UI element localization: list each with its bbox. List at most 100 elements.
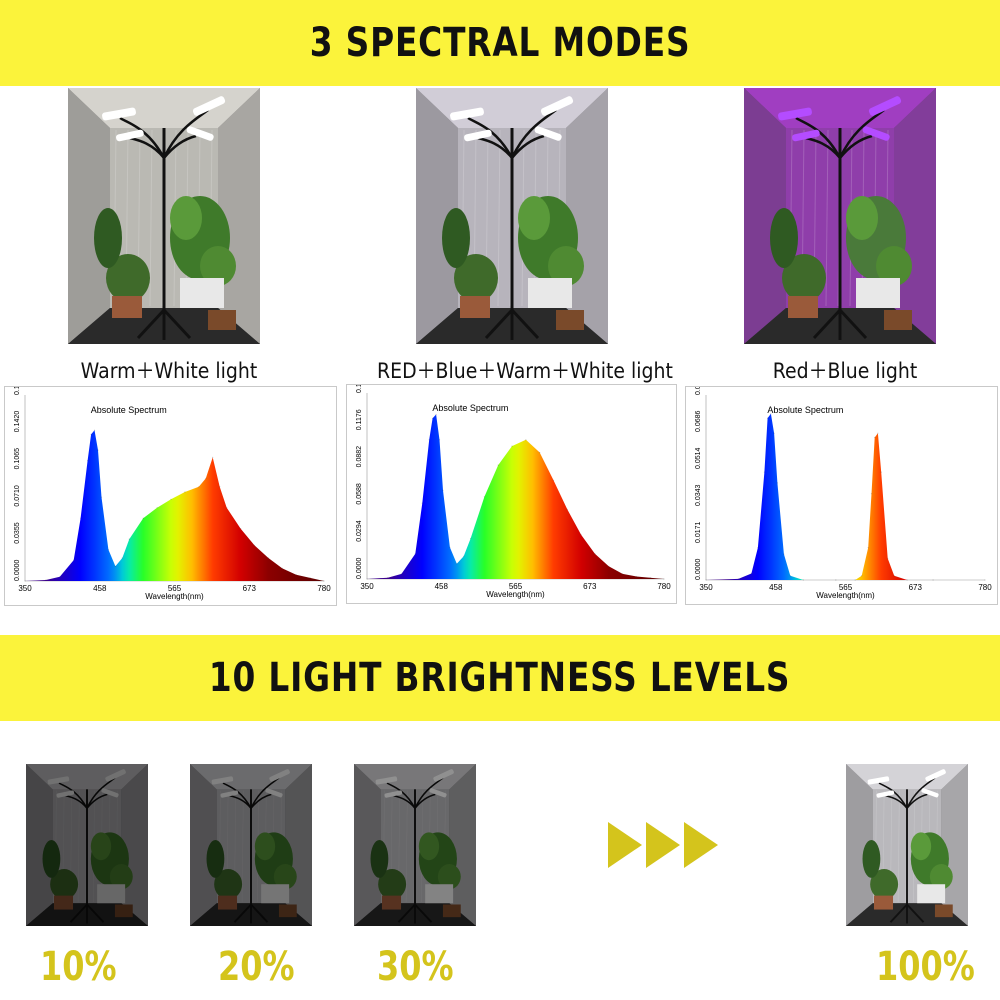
data-point xyxy=(874,436,876,439)
x-tick-label: 458 xyxy=(435,582,449,591)
data-point xyxy=(24,580,26,582)
data-point xyxy=(525,439,527,441)
data-point xyxy=(73,559,75,561)
data-point xyxy=(87,460,89,462)
data-point xyxy=(932,579,934,581)
x-tick-label: 780 xyxy=(317,584,331,593)
data-point xyxy=(635,575,637,578)
data-point xyxy=(93,429,96,431)
data-point xyxy=(705,579,707,581)
data-point xyxy=(649,577,651,579)
data-point xyxy=(767,417,769,419)
data-point xyxy=(253,544,256,546)
data-point xyxy=(750,572,752,575)
data-point xyxy=(835,579,837,581)
data-point xyxy=(854,579,856,581)
spectral-modes-banner: 3 SPECTRAL MODES xyxy=(0,0,1000,86)
data-point xyxy=(893,575,895,577)
data-point xyxy=(783,553,785,555)
data-point xyxy=(114,565,116,567)
play-arrow-icon xyxy=(646,822,680,868)
data-point xyxy=(880,471,882,473)
y-tick-label: 0.0000 xyxy=(356,557,363,579)
chart-title: Absolute Spectrum xyxy=(432,403,508,413)
chart-title: Absolute Spectrum xyxy=(767,405,843,415)
data-point xyxy=(608,565,610,567)
data-point xyxy=(205,477,207,479)
data-point xyxy=(184,491,186,493)
y-tick-label: 0.0000 xyxy=(14,559,21,581)
data-point xyxy=(870,493,873,495)
data-point xyxy=(121,557,123,559)
data-point xyxy=(107,549,109,551)
data-point xyxy=(100,496,103,498)
data-point xyxy=(566,508,568,510)
x-tick-label: 350 xyxy=(360,582,374,591)
x-axis-label: Wavelength(nm) xyxy=(486,590,545,599)
data-point xyxy=(45,579,47,581)
y-tick-label: 0.0710 xyxy=(14,485,21,507)
spectrum-chart-red-blue: Absolute Spectrum 350 458 565 673 780 Waveleng… xyxy=(685,386,998,605)
data-point xyxy=(861,575,863,577)
x-tick-label: 565 xyxy=(839,583,853,592)
data-point xyxy=(663,578,665,580)
data-point xyxy=(142,517,144,519)
x-tick-label: 780 xyxy=(657,582,671,591)
data-point xyxy=(867,547,869,549)
data-point xyxy=(737,578,739,580)
section-title: 3 SPECTRAL MODES xyxy=(309,20,691,66)
data-point xyxy=(483,496,485,498)
y-tick-label: 0.1470 xyxy=(356,385,363,393)
mode-caption-red-blue: Red＋Blue light xyxy=(772,359,918,383)
y-tick-label: 0.1176 xyxy=(356,409,363,430)
spectrum-chart-full-spectrum: Absolute Spectrum 350 458 565 673 780 Waveleng… xyxy=(346,384,677,604)
data-point xyxy=(594,553,596,555)
data-point xyxy=(387,577,389,579)
mode-photo-red-blue xyxy=(744,88,936,344)
spectrum-area xyxy=(367,414,664,579)
data-point xyxy=(267,557,269,559)
data-point xyxy=(414,553,416,555)
data-point xyxy=(323,580,325,582)
data-point xyxy=(789,575,791,577)
y-tick-label: 0.1420 xyxy=(14,411,21,433)
data-point xyxy=(366,578,368,580)
mode-caption-full-spectrum: RED＋Blue＋Warm＋White light xyxy=(377,359,673,383)
x-axis-label: Wavelength(nm) xyxy=(816,591,875,600)
data-point xyxy=(770,413,772,415)
data-point xyxy=(400,573,403,575)
y-tick-label: 0.0514 xyxy=(695,447,702,469)
data-point xyxy=(802,579,804,581)
play-arrow-icon xyxy=(608,822,642,868)
y-tick-label: 0.0343 xyxy=(695,484,702,506)
x-tick-label: 565 xyxy=(168,584,182,593)
y-tick-label: 0.0882 xyxy=(356,446,363,468)
data-point xyxy=(219,486,221,488)
brightness-label-20: 20% xyxy=(218,944,295,990)
brightness-photo-20 xyxy=(190,764,312,926)
data-point xyxy=(984,579,986,581)
data-point xyxy=(622,573,624,575)
x-tick-label: 458 xyxy=(769,583,783,592)
y-tick-label: 0.0000 xyxy=(695,558,702,580)
x-axis-label: Wavelength(nm) xyxy=(145,592,204,601)
y-tick-label: 0.0355 xyxy=(14,522,21,544)
play-arrow-icon xyxy=(684,822,718,868)
data-point xyxy=(80,517,82,519)
data-point xyxy=(128,538,130,540)
data-point xyxy=(432,417,434,419)
spectrum-chart-warm-white: Absolute Spectrum 350 458 565 673 780 Waveleng… xyxy=(4,386,337,606)
x-tick-label: 780 xyxy=(978,583,992,592)
data-point xyxy=(497,464,499,466)
data-point xyxy=(97,449,99,451)
data-point xyxy=(421,502,423,504)
y-tick-label: 0.1776 xyxy=(14,387,21,395)
data-point xyxy=(438,439,441,441)
data-point xyxy=(552,479,555,481)
data-point xyxy=(90,433,92,435)
data-point xyxy=(539,451,541,454)
x-tick-label: 458 xyxy=(93,584,107,593)
data-point xyxy=(580,534,582,536)
data-point xyxy=(59,576,61,578)
y-tick-label: 0.0294 xyxy=(356,520,363,542)
